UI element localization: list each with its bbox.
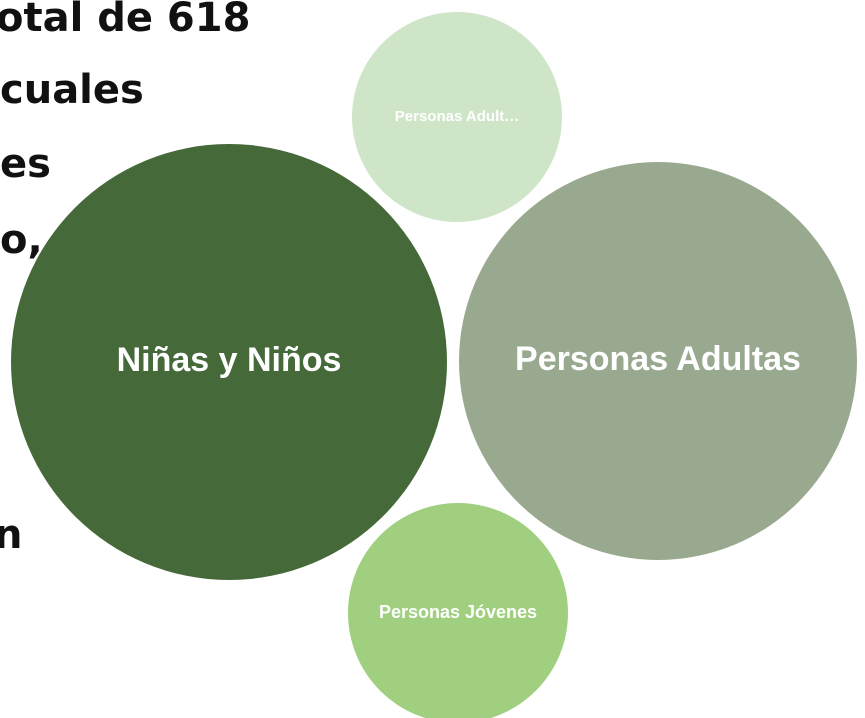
bubble — [459, 162, 857, 560]
background-text: n — [0, 512, 22, 558]
background-text: es — [0, 141, 51, 187]
background-text: otal de 618 — [0, 0, 250, 41]
bubble — [348, 503, 568, 718]
bubble-label: Personas Jóvenes — [379, 602, 537, 622]
bubble — [11, 144, 447, 580]
background-text: cuales — [0, 67, 144, 113]
bubble-label: Personas Adultas — [515, 340, 801, 378]
bubble-label: Personas Adult… — [395, 108, 519, 125]
background-text: o, — [0, 217, 43, 263]
bubble-label: Niñas y Niños — [117, 341, 342, 379]
bubble — [352, 12, 562, 222]
